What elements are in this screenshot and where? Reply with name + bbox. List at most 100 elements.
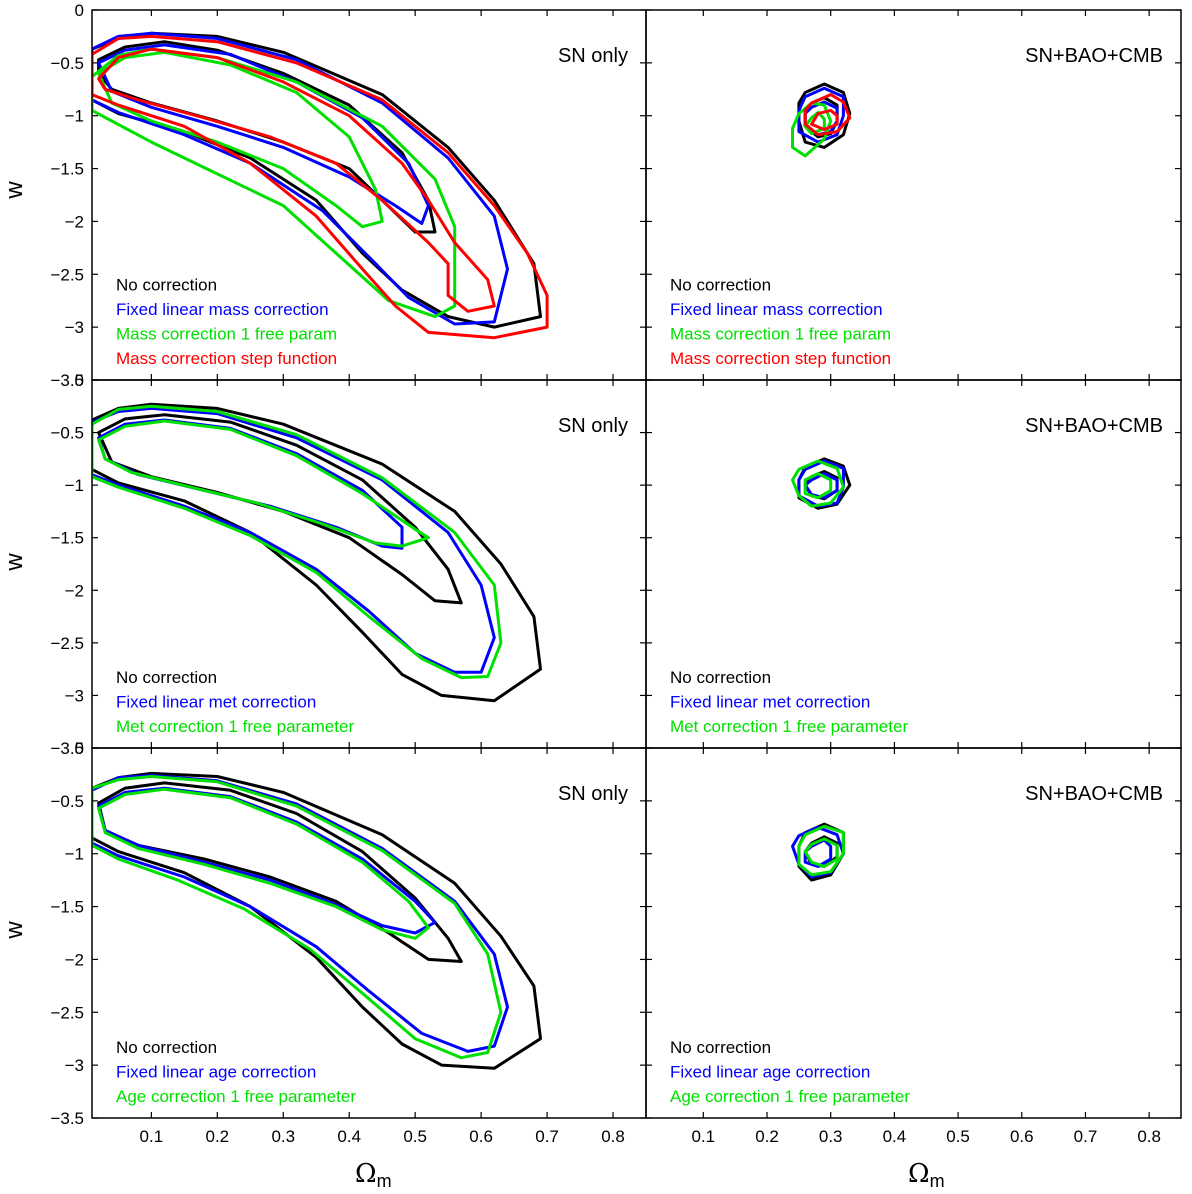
y-tick-label: −2 xyxy=(65,950,84,969)
legend-item: Fixed linear mass correction xyxy=(670,300,883,319)
contour-inner-3 xyxy=(97,43,430,225)
contour-outer-8 xyxy=(803,93,852,137)
legend-item: Mass correction 1 free param xyxy=(670,325,891,344)
contour-outer-6 xyxy=(791,101,833,158)
xlabel-left: Ωm xyxy=(355,1159,392,1191)
panel-r2-c2: SN+BAO+CMB No correction Fixed linear met … xyxy=(645,379,1182,749)
contour-outer-4 xyxy=(797,459,845,508)
contour-outer-6 xyxy=(92,404,503,680)
panel-r1-c2: SN+BAO+CMB No correction Fixed linear mass… xyxy=(645,9,1182,381)
xlabel-right: Ωm xyxy=(908,1159,945,1191)
y-tick-label: −2 xyxy=(65,581,84,600)
xlabel-left-subscript: m xyxy=(377,1171,392,1191)
x-tick-label: 0.2 xyxy=(755,1127,779,1146)
legend-item: No correction xyxy=(116,276,217,295)
axis-labels: w w w Ωm Ωm xyxy=(1,181,945,1191)
panel-frame xyxy=(645,747,1182,1119)
y-tick-label: −0.5 xyxy=(50,424,84,443)
legend: No correction Fixed linear mass correctio… xyxy=(670,276,891,369)
panel-title: SN only xyxy=(558,45,628,67)
y-tick-label: −1.5 xyxy=(50,898,84,917)
legend-item: Met correction 1 free parameter xyxy=(670,717,908,736)
panel-r2-c1: 0 −0.5 −1 −1.5 −2 −2.5 −3 −3.5 SN only No correct… xyxy=(50,371,647,758)
y-tick-label: −2.5 xyxy=(50,1003,84,1022)
panel-title: SN only xyxy=(558,415,628,437)
contour-outer-6 xyxy=(791,459,845,508)
contour-inner-5 xyxy=(97,419,430,548)
y-tick-label: 0 xyxy=(75,1,84,20)
legend-item: No correction xyxy=(116,668,217,687)
y-tick-label: −3.5 xyxy=(50,739,84,758)
contour-outer-6 xyxy=(92,775,503,1060)
xlabel-right-symbol: Ω xyxy=(908,1159,930,1189)
y-tick-label: −2.5 xyxy=(50,265,84,284)
contour-inner-5 xyxy=(97,787,430,940)
y-tick-label: −2.5 xyxy=(50,634,84,653)
x-tick-label: 0.3 xyxy=(819,1127,843,1146)
y-tick-label: 0 xyxy=(75,739,84,758)
y-tick-label: −0.5 xyxy=(50,54,84,73)
legend-item: Age correction 1 free parameter xyxy=(116,1087,356,1106)
x-tick-label: 0.6 xyxy=(1010,1127,1034,1146)
x-tick-label: 0.4 xyxy=(337,1127,361,1146)
y-tick-label: −3.5 xyxy=(50,1109,84,1128)
ylabel-row-3: w xyxy=(1,921,28,940)
x-tick-label: 0.7 xyxy=(535,1127,559,1146)
contour-inner-7 xyxy=(810,108,839,131)
x-tick-label: 0.8 xyxy=(601,1127,625,1146)
contour-outer-2 xyxy=(92,771,542,1070)
legend-item: Fixed linear age correction xyxy=(116,1063,316,1082)
y-tick-label: −1.5 xyxy=(50,529,84,548)
y-tick-label: −3 xyxy=(65,318,84,337)
ylabel-row-2: w xyxy=(1,553,28,572)
contour-group xyxy=(791,457,852,510)
tick-group xyxy=(646,379,1181,749)
legend-item: Age correction 1 free parameter xyxy=(670,1087,910,1106)
legend-item: Fixed linear age correction xyxy=(670,1063,870,1082)
legend-item: No correction xyxy=(670,276,771,295)
contour-outer-4 xyxy=(797,86,845,144)
tick-group: 0 −0.5 −1 −1.5 −2 −2.5 −3 −3.5 xyxy=(50,371,646,758)
contour-group xyxy=(92,771,542,1070)
tick-group: 0.1 0.2 0.3 0.4 0.5 0.6 0.7 0.8 xyxy=(646,747,1181,1146)
legend: No correction Fixed linear met correction… xyxy=(116,668,354,736)
ylabel-row-1: w xyxy=(1,181,28,200)
x-tick-label: 0.4 xyxy=(883,1127,907,1146)
legend: No correction Fixed linear age correction… xyxy=(670,1038,910,1106)
legend: No correction Fixed linear mass correctio… xyxy=(116,276,337,369)
x-tick-label: 0.8 xyxy=(1137,1127,1161,1146)
contour-outer-2 xyxy=(92,402,542,703)
panel-title: SN only xyxy=(558,783,628,805)
contour-group xyxy=(791,822,845,882)
legend-item: Fixed linear met correction xyxy=(670,693,870,712)
tick-group: 0 −0.5 −1 −1.5 −2 −2.5 −3 −3.5 xyxy=(50,1,646,390)
y-tick-label: −1 xyxy=(65,476,84,495)
panel-title: SN+BAO+CMB xyxy=(1025,783,1163,805)
x-tick-label: 0.3 xyxy=(271,1127,295,1146)
panel-title: SN+BAO+CMB xyxy=(1025,45,1163,67)
y-tick-label: −1 xyxy=(65,845,84,864)
y-tick-label: −3.5 xyxy=(50,371,84,390)
legend-item: Mass correction step function xyxy=(116,349,337,368)
contour-inner-3 xyxy=(803,838,833,868)
legend-item: Met correction 1 free parameter xyxy=(116,717,354,736)
contour-inner-5 xyxy=(803,472,833,500)
panel-title: SN+BAO+CMB xyxy=(1025,415,1163,437)
contour-group xyxy=(791,82,852,158)
contour-outer-8 xyxy=(92,34,549,340)
contour-inner-5 xyxy=(803,837,839,868)
contour-outer-4 xyxy=(92,31,509,326)
panel-r3-c1: 0.1 0.2 0.3 0.4 0.5 0.6 0.7 0.8 0 −0.5 −1 −1.5 −2 −2.… xyxy=(50,739,647,1146)
contour-group xyxy=(92,31,549,340)
xlabel-right-subscript: m xyxy=(930,1171,945,1191)
x-tick-label: 0.5 xyxy=(403,1127,427,1146)
xlabel-left-symbol: Ω xyxy=(355,1159,377,1189)
panel-r3-c2: 0.1 0.2 0.3 0.4 0.5 0.6 0.7 0.8 SN+BAO+CMB No cor… xyxy=(645,747,1182,1146)
tick-group: 0.1 0.2 0.3 0.4 0.5 0.6 0.7 0.8 0 −0.5 −1 −1.5 −2 −2.… xyxy=(50,739,646,1146)
y-tick-label: 0 xyxy=(75,371,84,390)
legend-item: Mass correction step function xyxy=(670,349,891,368)
panel-grid: 0 −0.5 −1 −1.5 −2 −2.5 −3 −3.5 SN only No correct… xyxy=(50,1,1182,1146)
x-tick-label: 0.2 xyxy=(205,1127,229,1146)
legend-item: No correction xyxy=(670,1038,771,1057)
